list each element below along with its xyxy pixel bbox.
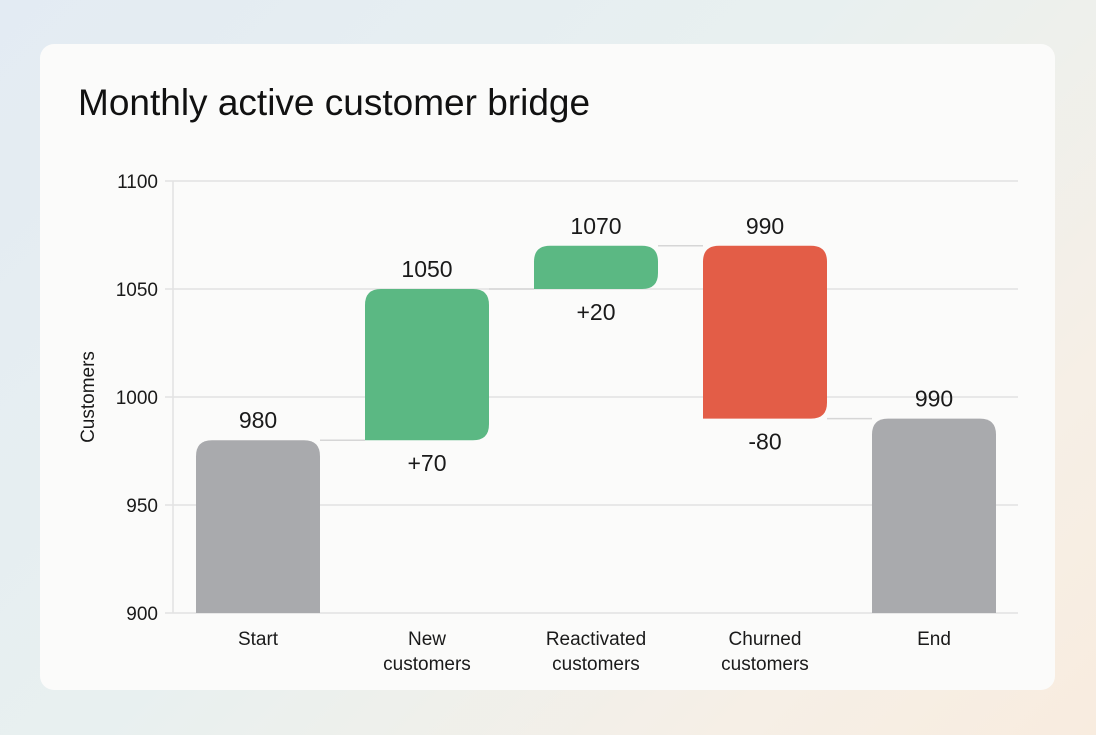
chart-title: Monthly active customer bridge (78, 82, 591, 123)
y-axis-label: Customers (78, 351, 99, 443)
bar-decrease (703, 245, 827, 419)
x-tick-label: New (408, 629, 446, 650)
y-tick-label: 950 (126, 496, 158, 517)
bar-increase (365, 289, 489, 441)
bar-value-label: 1070 (570, 213, 621, 239)
x-tick-label: End (917, 629, 951, 650)
x-tick-label: customers (383, 654, 471, 675)
x-tick-label: customers (552, 654, 640, 675)
y-tick-label: 900 (126, 604, 158, 625)
bar-increase (534, 245, 658, 289)
bar-delta-label: -80 (748, 429, 781, 455)
x-tick-label: Reactivated (546, 629, 646, 650)
y-tick-label: 1100 (117, 172, 158, 193)
bar-value-label: 980 (239, 407, 277, 433)
y-tick-label: 1000 (116, 388, 158, 409)
bar-total (196, 440, 320, 613)
bar-value-label: 990 (915, 386, 953, 412)
bar-value-label: 990 (746, 213, 784, 239)
x-tick-label: customers (721, 654, 809, 675)
bar-value-label: 1050 (401, 256, 452, 282)
x-tick-label: Churned (729, 629, 802, 650)
bar-delta-label: +70 (407, 450, 446, 476)
x-tick-label: Start (238, 629, 279, 650)
bar-delta-label: +20 (576, 299, 615, 325)
y-tick-label: 1050 (116, 280, 158, 301)
bar-total (872, 418, 996, 613)
